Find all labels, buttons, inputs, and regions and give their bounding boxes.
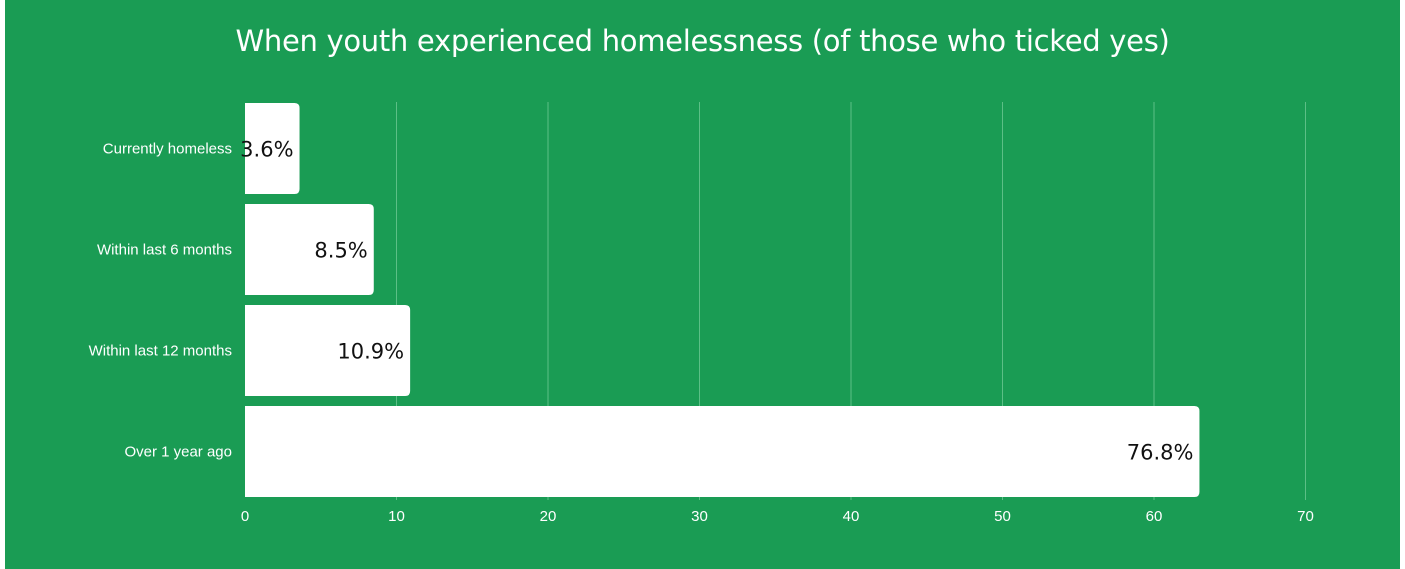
x-tick-label: 10: [388, 508, 405, 525]
x-tick-label: 50: [994, 508, 1011, 525]
x-tick-label: 40: [843, 508, 860, 525]
data-label: 3.6%: [240, 138, 293, 162]
category-label: Within last 12 months: [89, 343, 232, 360]
data-label: 76.8%: [1127, 441, 1194, 465]
x-tick-label: 60: [1146, 508, 1163, 525]
bar: [245, 305, 411, 396]
x-tick-label: 20: [540, 508, 557, 525]
bar: [245, 103, 300, 194]
x-tick-label: 30: [691, 508, 708, 525]
category-label: Currently homeless: [103, 141, 232, 158]
x-tick-label: 70: [1297, 508, 1314, 525]
bar: [245, 204, 374, 295]
x-tick-label: 0: [241, 508, 249, 525]
chart-title: When youth experienced homelessness (of …: [235, 24, 1170, 58]
data-label: 10.9%: [337, 340, 404, 364]
category-label: Over 1 year ago: [124, 444, 232, 461]
data-label: 8.5%: [314, 239, 367, 263]
bar: [245, 406, 1200, 497]
category-label: Within last 6 months: [97, 242, 232, 259]
